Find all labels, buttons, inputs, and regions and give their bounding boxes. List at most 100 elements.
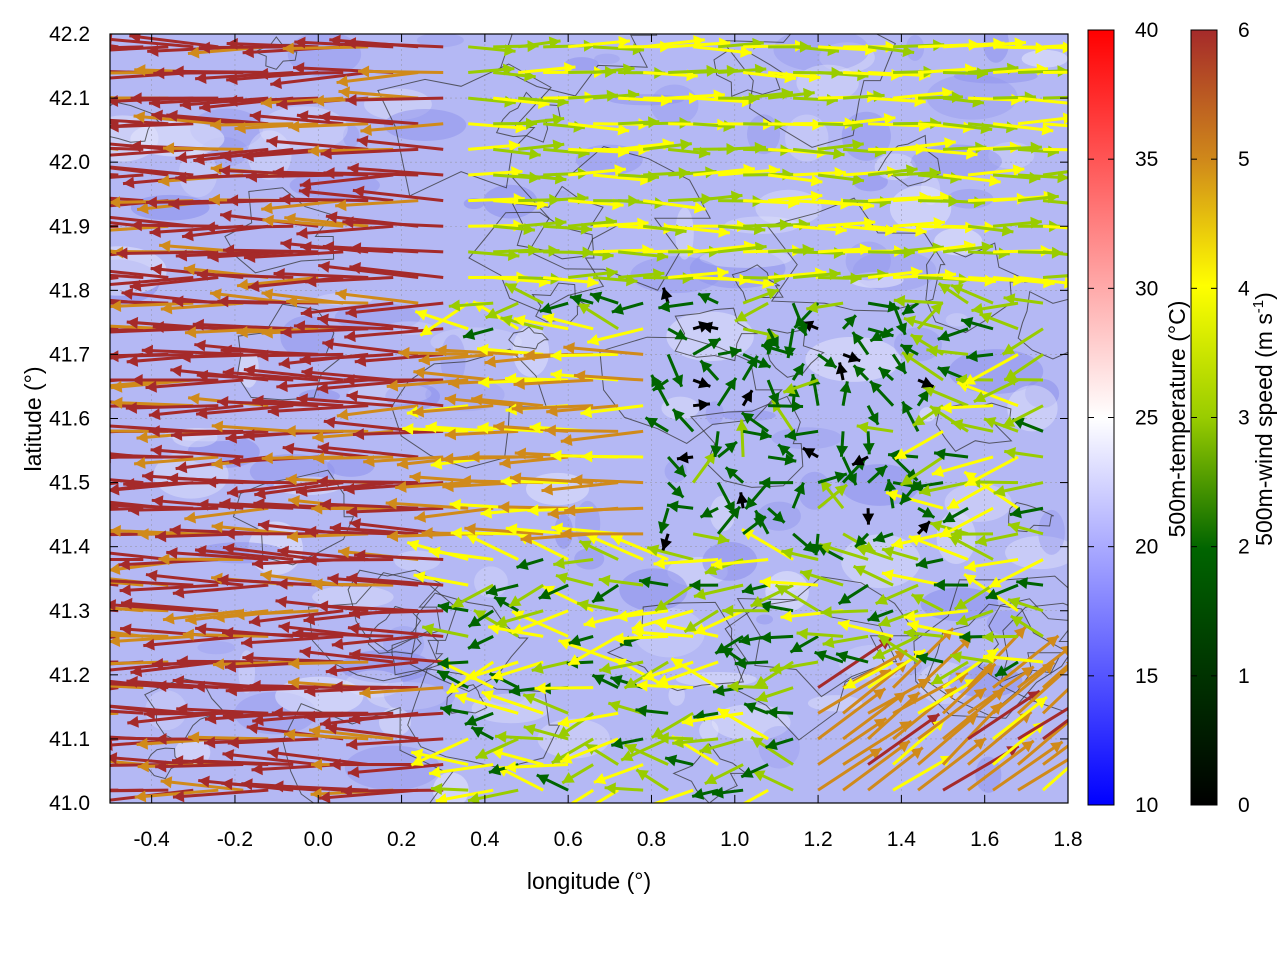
wind-vector xyxy=(110,788,119,792)
wind-vector-head xyxy=(656,674,669,686)
wind-vector-head xyxy=(226,485,239,498)
wind-vector xyxy=(345,301,444,315)
wind-vector xyxy=(110,603,194,613)
wind-vector-head xyxy=(616,610,628,623)
wind-vector-head xyxy=(451,596,465,608)
wind-vector-head xyxy=(710,445,723,457)
wind-vector-head xyxy=(902,352,915,364)
wind-vector xyxy=(319,502,419,510)
wind-vector-head xyxy=(96,664,108,676)
wind-vector xyxy=(162,146,244,151)
wind-vector-head xyxy=(46,175,57,187)
wind-vector-head xyxy=(814,650,827,662)
contour-line xyxy=(599,336,783,444)
wind-vector-head xyxy=(498,501,510,514)
wind-vector-head xyxy=(347,766,360,779)
wind-vector-head xyxy=(437,671,450,682)
wind-vector-head xyxy=(894,361,906,374)
colorbar-tick-label: 10 xyxy=(1135,794,1158,817)
wind-vector xyxy=(184,506,269,521)
wind-vector xyxy=(119,583,219,593)
temperature-patch xyxy=(771,427,843,450)
wind-vector-head xyxy=(448,377,460,390)
wind-vector-head xyxy=(550,449,562,462)
wind-vector-head xyxy=(1012,164,1025,177)
wind-vector-head xyxy=(950,528,962,541)
wind-vector-head xyxy=(346,572,358,585)
wind-vector-head xyxy=(704,563,718,576)
wind-vector-head xyxy=(674,328,688,340)
wind-vector xyxy=(110,147,194,157)
wind-vector-head xyxy=(766,706,778,719)
wind-vector-head xyxy=(636,679,648,692)
wind-vector-head xyxy=(19,498,30,510)
contour-line xyxy=(307,572,458,682)
wind-vector xyxy=(243,250,344,260)
contour-line xyxy=(977,598,1068,683)
wind-vector-head xyxy=(553,557,565,570)
wind-vector-head xyxy=(440,704,453,716)
wind-vector-head xyxy=(282,42,294,55)
wind-vector xyxy=(296,396,394,408)
wind-vector xyxy=(335,291,419,305)
wind-vector-head xyxy=(466,533,479,545)
wind-vector-head xyxy=(26,487,38,499)
wind-vector-head xyxy=(459,475,471,488)
wind-vector-head xyxy=(322,338,334,351)
wind-vector-head xyxy=(963,373,977,385)
wind-vector-head xyxy=(878,615,891,628)
wind-vector-head xyxy=(538,588,552,600)
wind-vector xyxy=(541,481,619,493)
wind-vector-head xyxy=(653,557,665,570)
wind-vector xyxy=(196,373,294,382)
wind-vector-head xyxy=(862,541,876,553)
wind-vector-head xyxy=(278,357,291,369)
wind-vector-head xyxy=(88,320,99,332)
wind-vector-head xyxy=(862,443,875,455)
wind-vector-head xyxy=(299,178,312,191)
wind-vector xyxy=(550,352,619,358)
wind-vector-head xyxy=(781,547,794,560)
wind-vector xyxy=(317,445,419,459)
wind-vector-head xyxy=(260,96,273,109)
wind-vector-head xyxy=(134,790,147,803)
wind-vector xyxy=(349,265,444,280)
wind-vector-head xyxy=(718,225,730,238)
wind-vector xyxy=(110,503,194,510)
wind-vector-head xyxy=(37,239,49,251)
wind-vector xyxy=(111,400,194,408)
wind-vector-head xyxy=(671,485,684,498)
wind-vector xyxy=(318,263,419,280)
x-tick-label: 1.2 xyxy=(803,828,832,851)
wind-colorbar-title-main: 500m-wind speed (m s xyxy=(1251,313,1277,546)
wind-vector-head xyxy=(1016,577,1028,590)
wind-vector-head xyxy=(1010,616,1024,627)
wind-vector-head xyxy=(155,760,167,773)
wind-vector-head xyxy=(145,196,158,209)
wind-vector-head xyxy=(63,621,75,633)
wind-vector-head xyxy=(463,328,476,340)
wind-vector-head xyxy=(759,600,772,613)
wind-vector-head xyxy=(110,451,111,464)
wind-vector-head xyxy=(80,45,91,57)
wind-vector-head xyxy=(442,452,454,465)
wind-vector-head xyxy=(225,431,237,444)
wind-vector-head xyxy=(727,680,739,693)
wind-vector-head xyxy=(36,522,47,534)
wind-vector xyxy=(266,139,369,151)
y-tick-label: 42.2 xyxy=(49,23,90,46)
wind-vector xyxy=(205,480,294,485)
wind-vector-head xyxy=(536,774,550,786)
wind-vector-head xyxy=(647,544,660,557)
wind-vector-head xyxy=(282,442,295,455)
wind-vector-head xyxy=(722,604,734,617)
wind-vector xyxy=(352,188,444,203)
wind-vector-head xyxy=(170,428,183,441)
wind-vector-head xyxy=(97,700,108,712)
wind-vector xyxy=(349,246,444,254)
wind-vector xyxy=(260,96,344,105)
wind-vector xyxy=(316,604,419,613)
wind-vector xyxy=(110,196,144,203)
wind-vector xyxy=(363,455,444,464)
wind-vector-head xyxy=(810,174,823,187)
